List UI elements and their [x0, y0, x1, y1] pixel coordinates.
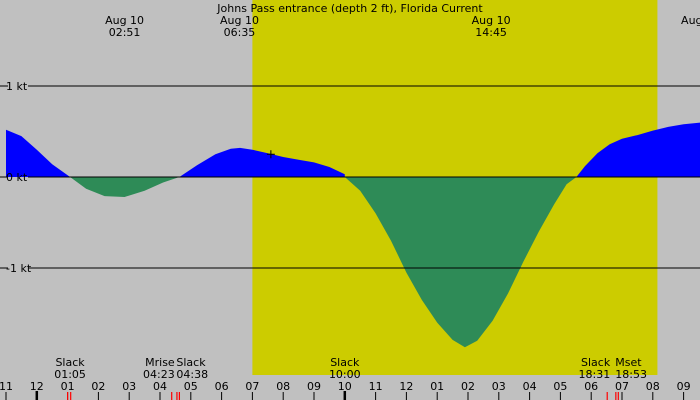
- top-annotation-time: 14:45: [475, 26, 507, 39]
- markers: [35, 150, 619, 400]
- x-tick-label: 01: [430, 380, 444, 393]
- x-tick-label: 11: [369, 380, 383, 393]
- x-axis-ticks: 11 12 01 02 03 04 05 06 07 08 09 10 11 12 01 02 03 04 05 06…: [0, 380, 691, 400]
- x-tick-label: 06: [584, 380, 598, 393]
- top-annotation-date: Aug 10: [472, 14, 511, 27]
- chart-title: Johns Pass entrance (depth 2 ft), Florid…: [216, 2, 483, 15]
- event-name: Slack: [330, 356, 360, 369]
- x-tick-label: 08: [276, 380, 290, 393]
- x-tick-label: 05: [553, 380, 567, 393]
- event-name: Slack: [176, 356, 206, 369]
- current-area-layer: [6, 122, 700, 348]
- top-annotation-time: 02:51: [109, 26, 141, 39]
- x-tick-label: 08: [646, 380, 660, 393]
- x-tick-label: 05: [184, 380, 198, 393]
- y-tick-layer: 1 kt 0 kt -1 kt: [6, 80, 32, 275]
- x-tick-label: 07: [245, 380, 259, 393]
- y-tick-label: 1 kt: [6, 80, 28, 93]
- x-tick-label: 12: [399, 380, 413, 393]
- event-name: Slack: [581, 356, 611, 369]
- y-tick-label: 0 kt: [6, 171, 28, 184]
- x-tick-label: 02: [461, 380, 475, 393]
- gridline-layer: [0, 85, 700, 269]
- event-time: 10:00: [329, 368, 361, 381]
- event-name: Mset: [615, 356, 642, 369]
- x-tick-label: 01: [61, 380, 75, 393]
- ebb-current-area: [6, 177, 700, 348]
- x-tick-label: 11: [0, 380, 13, 393]
- event-name: Mrise: [145, 356, 175, 369]
- x-tick-label: 03: [122, 380, 136, 393]
- event-time: 04:23: [143, 368, 175, 381]
- x-tick-label: 02: [91, 380, 105, 393]
- x-tick-label: 04: [153, 380, 167, 393]
- event-name: Slack: [55, 356, 85, 369]
- x-tick-label: 06: [215, 380, 229, 393]
- x-tick-label: 03: [492, 380, 506, 393]
- x-tick-label: 12: [30, 380, 44, 393]
- event-time: 18:31: [579, 368, 611, 381]
- top-annotation-date: Aug 10: [105, 14, 144, 27]
- top-annotation-date: Aug 10: [681, 14, 700, 27]
- y-tick-label: -1 kt: [6, 262, 32, 275]
- x-tick-label: 04: [523, 380, 537, 393]
- top-annotation-date: Aug 10: [220, 14, 259, 27]
- event-time: 04:38: [176, 368, 208, 381]
- flood-current-area: [6, 122, 700, 177]
- bottom-events: Slack01:05Mrise04:23Slack04:38Slack10:00…: [54, 356, 647, 381]
- x-tick-label: 09: [677, 380, 691, 393]
- event-time: 01:05: [54, 368, 86, 381]
- x-tick-label: 10: [338, 380, 352, 393]
- x-tick-label: 07: [615, 380, 629, 393]
- event-time: 18:53: [615, 368, 647, 381]
- x-tick-label: 09: [307, 380, 321, 393]
- top-annotation-time: 06:35: [224, 26, 256, 39]
